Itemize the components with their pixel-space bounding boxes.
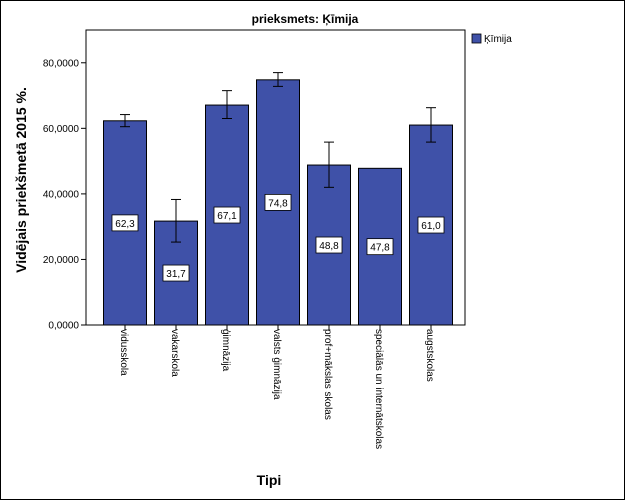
x-axis: vidusskola vakarskola ģimnāzija valsts ģimn… (118, 325, 435, 449)
x-tick-label: valsts ģimnāzija (271, 329, 284, 400)
y-tick-label: 40,0000 (43, 189, 80, 200)
legend-label-kimija: Ķīmija (484, 34, 512, 45)
data-label-box (162, 264, 190, 282)
legend-swatch-kimija (471, 33, 482, 44)
bars-group: 62,3 31,7 67,1 74,8 48,8 47,8 61,0 (103, 72, 453, 326)
y-tick-label: 20,0000 (43, 255, 80, 266)
x-tick-label: vakarskola (169, 329, 180, 377)
y-axis: 0,0000 20,0000 40,0000 60,0000 80,0000 (43, 58, 86, 332)
y-tick-label: 60,0000 (43, 124, 80, 135)
data-label: 67,1 (217, 211, 237, 222)
data-label-box (111, 214, 139, 232)
data-label: 48,8 (319, 241, 339, 252)
x-axis-label: Tipi (257, 472, 282, 488)
data-label: 61,0 (421, 221, 441, 232)
data-label-box (417, 216, 445, 234)
data-label-box (213, 206, 241, 224)
y-tick-label: 0,0000 (48, 321, 79, 332)
y-axis-label: Vidējais priekšmetā 2015 %. (13, 87, 29, 273)
data-label-box (264, 194, 292, 211)
x-tick-label: ģimnāzija (220, 329, 233, 372)
x-tick-label: speciālās un internātskolas (373, 329, 384, 449)
x-tick-label: augstskolas (424, 329, 435, 382)
x-tick-label: prof+mākslas skolas (322, 329, 333, 420)
data-label-box (366, 238, 394, 256)
data-label: 74,8 (268, 198, 288, 209)
data-label: 31,7 (166, 269, 186, 280)
data-label-box (315, 236, 343, 254)
y-tick-label: 80,0000 (43, 58, 80, 69)
x-tick-label: vidusskola (118, 329, 129, 376)
chart-title: prieksmets: Ķīmija (252, 12, 359, 26)
data-label: 62,3 (115, 219, 135, 230)
data-label: 47,8 (370, 243, 390, 254)
legend: Ķīmija (471, 33, 512, 45)
